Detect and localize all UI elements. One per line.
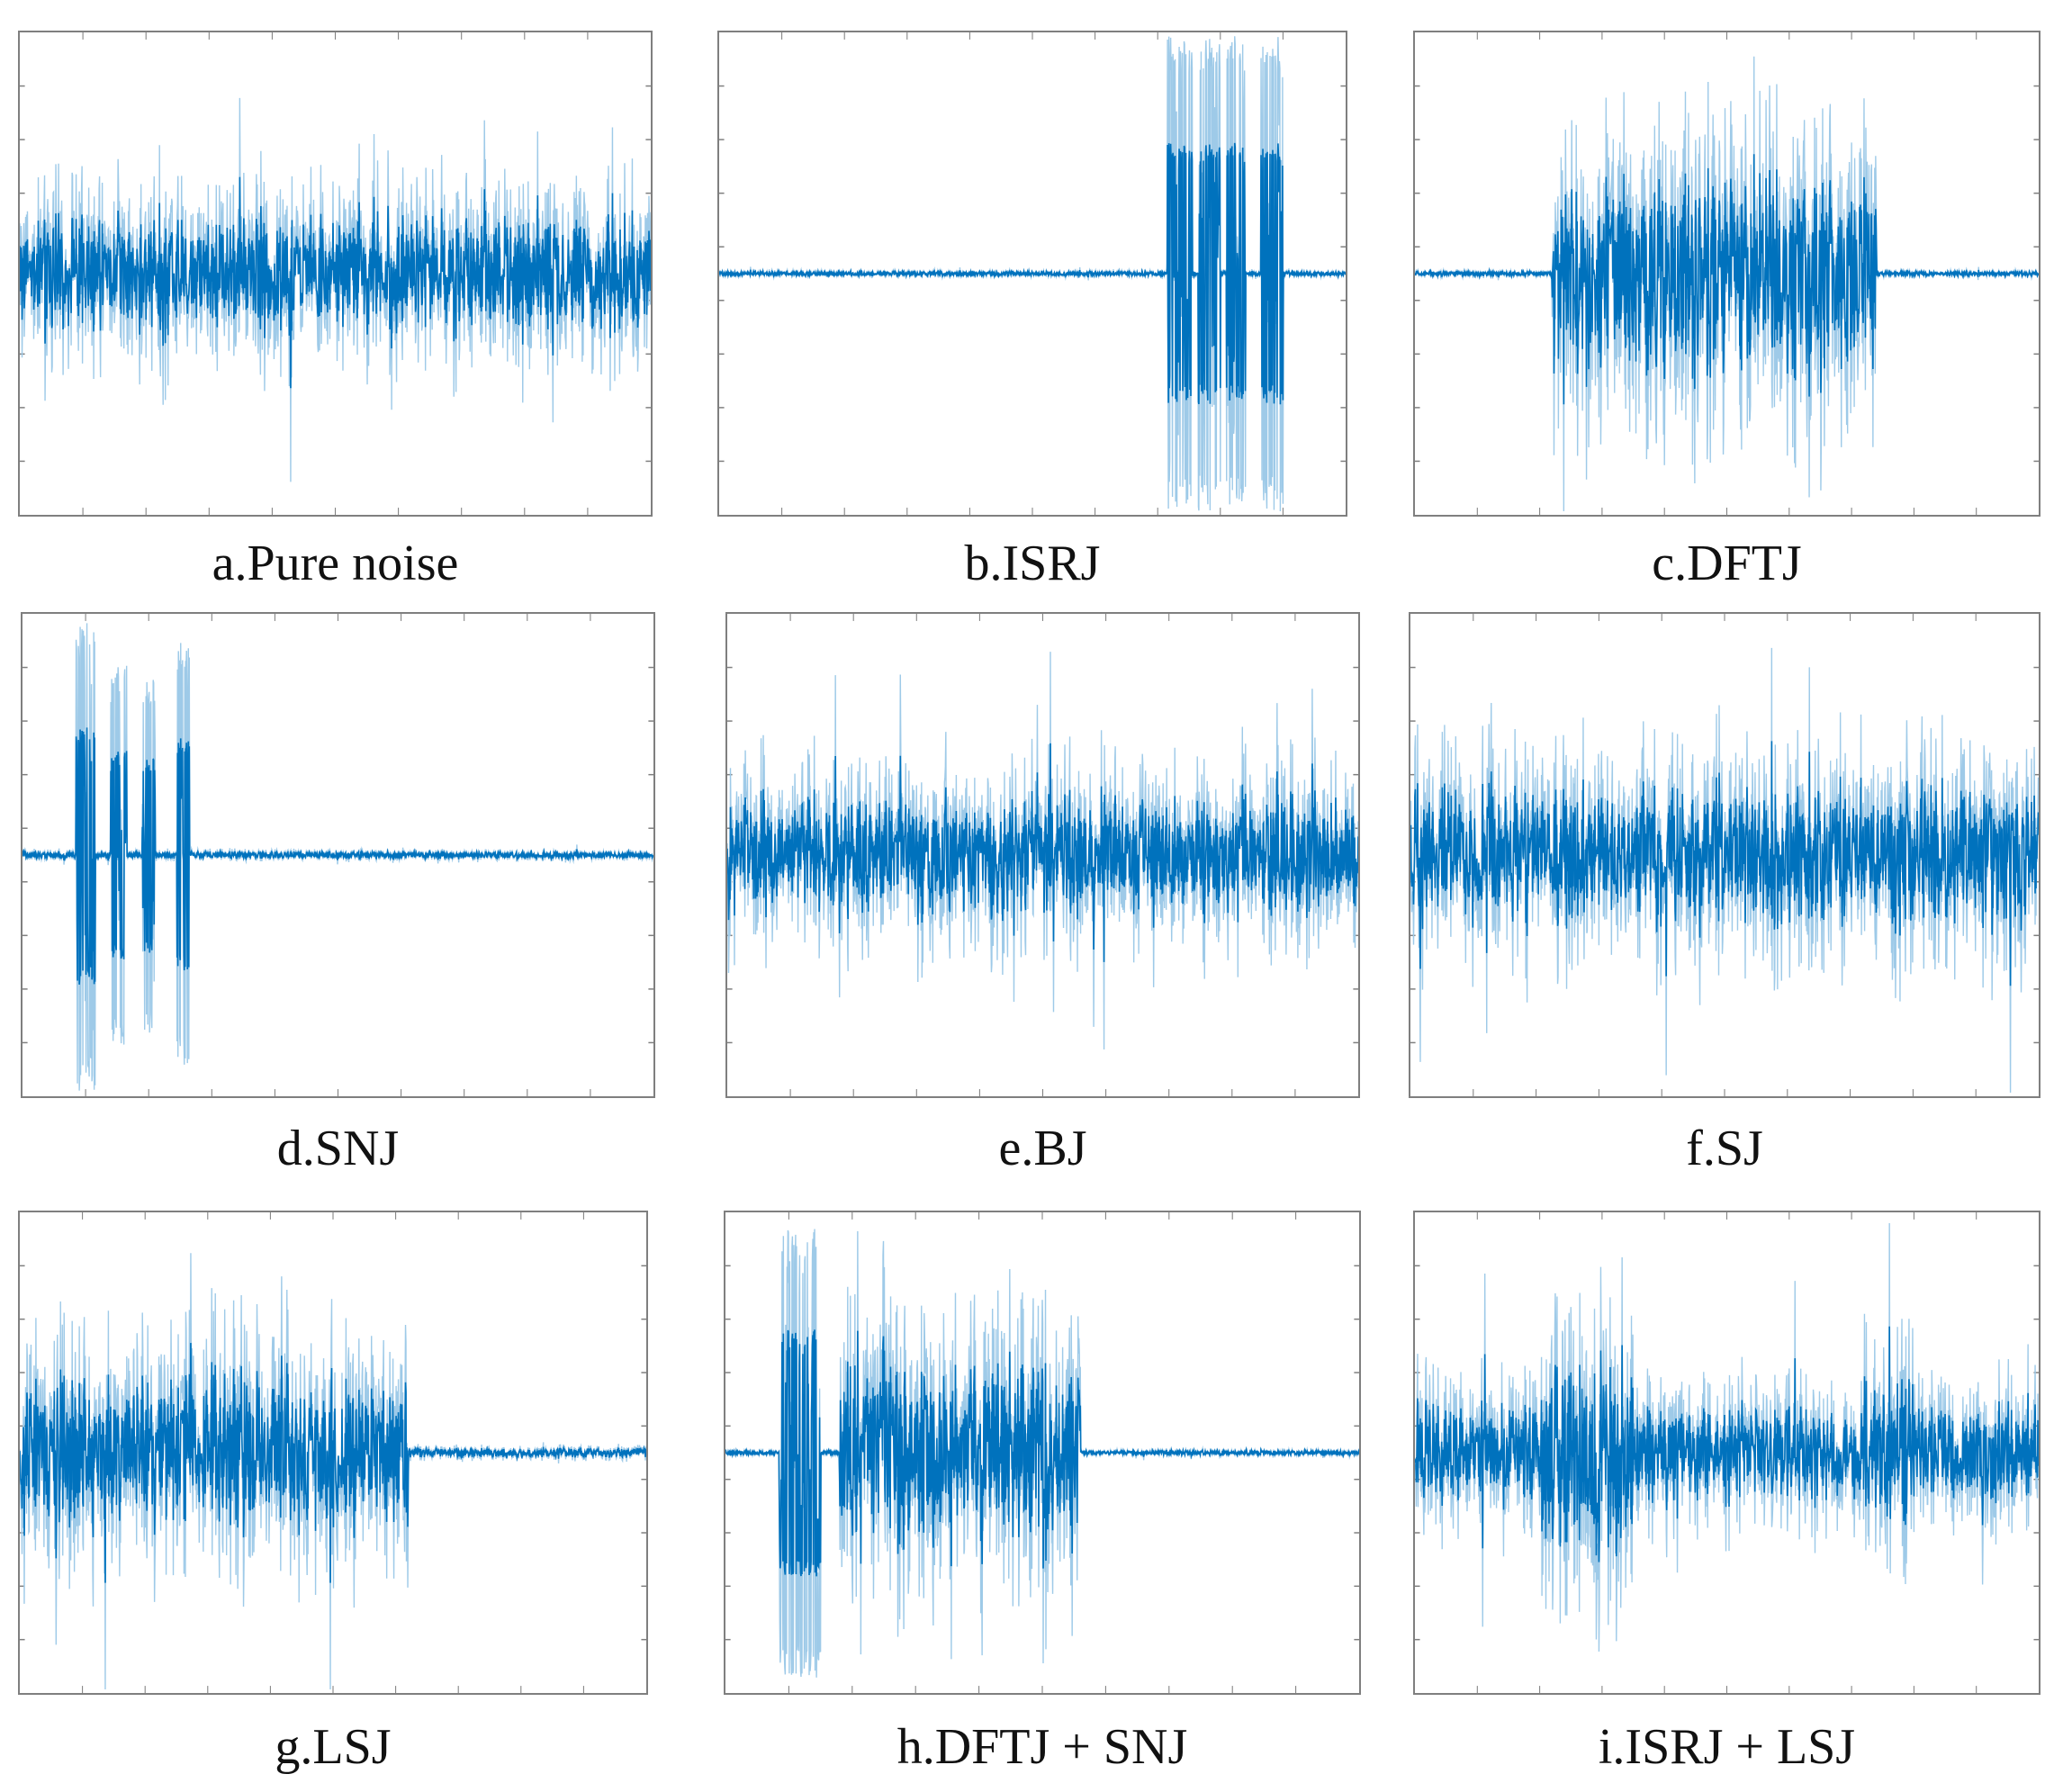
caption-d: d.SNJ — [276, 1121, 400, 1176]
plot-b-isrj — [717, 31, 1347, 517]
plot-a-pure-noise — [18, 31, 653, 517]
caption-b: b.ISRJ — [964, 536, 1101, 591]
plot-d-snj — [21, 612, 655, 1098]
signal-trace-dark — [20, 1343, 646, 1583]
panel-b: b.ISRJ — [717, 0, 1347, 599]
signal-e — [727, 614, 1358, 1096]
plot-e-bj — [725, 612, 1360, 1098]
plot-f-sj — [1409, 612, 2040, 1098]
panel-a: a.Pure noise — [18, 0, 653, 599]
signal-d — [23, 614, 653, 1096]
signal-trace-dark — [23, 727, 653, 986]
plot-i-isrj-lsj — [1413, 1211, 2040, 1695]
panel-i: i.ISRJ + LSJ — [1413, 1211, 2040, 1787]
signal-g — [20, 1212, 646, 1693]
panel-c: c.DFTJ — [1413, 0, 2040, 599]
signal-trace-dark — [727, 743, 1358, 962]
signal-trace-dark — [1415, 1326, 2039, 1562]
signal-c — [1415, 32, 2039, 515]
plot-g-lsj — [18, 1211, 648, 1695]
signal-h — [725, 1212, 1359, 1693]
plot-h-dftj-snj — [724, 1211, 1361, 1695]
signal-trace-dark — [725, 1329, 1359, 1577]
panel-g: g.LSJ — [18, 1211, 648, 1787]
signal-trace-dark — [20, 176, 651, 389]
panel-d: d.SNJ — [21, 612, 655, 1179]
signal-trace-dark — [719, 142, 1346, 405]
caption-c: c.DFTJ — [1652, 536, 1802, 591]
caption-h: h.DFTJ + SNJ — [896, 1719, 1188, 1775]
caption-a: a.Pure noise — [212, 536, 459, 591]
signal-a — [20, 32, 651, 515]
panel-e: e.BJ — [725, 612, 1360, 1179]
caption-g: g.LSJ — [275, 1719, 392, 1775]
caption-f: f.SJ — [1686, 1121, 1763, 1176]
caption-e: e.BJ — [998, 1121, 1087, 1176]
signal-f — [1410, 614, 2039, 1096]
panel-h: h.DFTJ + SNJ — [724, 1211, 1361, 1787]
plot-c-dftj — [1413, 31, 2040, 517]
caption-i: i.ISRJ + LSJ — [1598, 1719, 1856, 1775]
signal-b — [719, 32, 1346, 515]
signal-i — [1415, 1212, 2039, 1693]
panel-f: f.SJ — [1409, 612, 2040, 1179]
signal-trace-dark — [1410, 741, 2039, 986]
signal-trace-dark — [1415, 154, 2039, 405]
